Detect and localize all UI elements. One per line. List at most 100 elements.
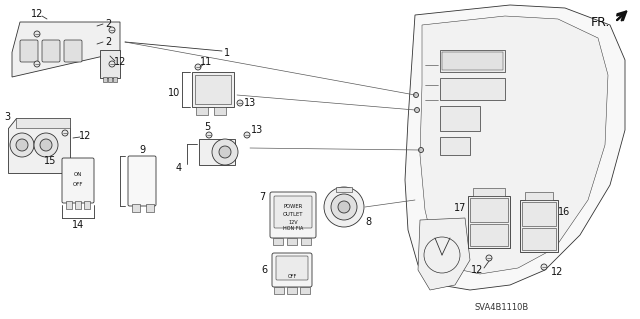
Text: 4: 4: [176, 163, 182, 173]
Circle shape: [541, 264, 547, 270]
Bar: [100, 50, 120, 78]
FancyBboxPatch shape: [20, 40, 38, 62]
Bar: [287, 287, 297, 294]
Polygon shape: [199, 139, 235, 165]
FancyArrowPatch shape: [617, 11, 627, 20]
Circle shape: [16, 139, 28, 151]
Circle shape: [34, 31, 40, 37]
Circle shape: [415, 108, 419, 113]
Text: 13: 13: [251, 125, 263, 135]
Text: 5: 5: [204, 122, 210, 132]
Bar: [196, 107, 208, 115]
Polygon shape: [405, 5, 625, 290]
Bar: [470, 224, 508, 246]
Bar: [192, 72, 234, 107]
Polygon shape: [418, 218, 470, 290]
Circle shape: [34, 61, 40, 67]
Text: 16: 16: [558, 207, 570, 217]
Text: 13: 13: [244, 98, 256, 108]
Bar: [470, 198, 508, 222]
Bar: [440, 78, 505, 100]
Circle shape: [109, 61, 115, 67]
Polygon shape: [12, 22, 120, 77]
Text: 12: 12: [551, 267, 563, 277]
FancyBboxPatch shape: [272, 253, 312, 287]
Text: HON FIA: HON FIA: [283, 226, 303, 232]
Polygon shape: [8, 118, 70, 173]
Text: 2: 2: [105, 37, 111, 47]
Bar: [440, 50, 505, 72]
Bar: [132, 204, 140, 212]
FancyBboxPatch shape: [42, 40, 60, 62]
Text: SVA4B1110B: SVA4B1110B: [475, 303, 529, 313]
Circle shape: [34, 133, 58, 157]
Polygon shape: [420, 16, 608, 274]
Text: FR.: FR.: [590, 16, 610, 28]
Bar: [300, 287, 310, 294]
Text: 15: 15: [44, 156, 56, 166]
Bar: [442, 52, 503, 70]
Text: 2: 2: [105, 19, 111, 29]
Circle shape: [486, 255, 492, 261]
Text: 12: 12: [471, 265, 483, 275]
Circle shape: [419, 147, 424, 152]
Text: 12: 12: [79, 131, 91, 141]
Text: 12V: 12V: [288, 219, 298, 225]
Text: 6: 6: [261, 265, 267, 275]
Circle shape: [324, 187, 364, 227]
Text: 7: 7: [259, 192, 265, 202]
Bar: [108, 77, 112, 82]
Bar: [473, 188, 505, 196]
Bar: [520, 200, 558, 252]
Text: 12: 12: [31, 9, 43, 19]
Circle shape: [219, 146, 231, 158]
Text: ON: ON: [74, 173, 82, 177]
Circle shape: [212, 139, 238, 165]
Text: OFF: OFF: [73, 182, 83, 188]
Text: 12: 12: [114, 57, 126, 67]
Bar: [274, 287, 284, 294]
Circle shape: [244, 132, 250, 138]
FancyBboxPatch shape: [274, 196, 312, 228]
Text: OUTLET: OUTLET: [283, 211, 303, 217]
FancyBboxPatch shape: [64, 40, 82, 62]
Bar: [146, 204, 154, 212]
Text: 3: 3: [4, 112, 10, 122]
Circle shape: [413, 93, 419, 98]
Bar: [103, 77, 107, 82]
Bar: [522, 228, 556, 250]
FancyBboxPatch shape: [62, 158, 94, 203]
Bar: [287, 238, 297, 245]
Text: 10: 10: [168, 88, 180, 98]
Bar: [75, 201, 81, 209]
Circle shape: [62, 130, 68, 136]
Bar: [525, 192, 553, 200]
Bar: [522, 202, 556, 226]
Bar: [84, 201, 90, 209]
Circle shape: [331, 194, 357, 220]
Bar: [16, 118, 70, 128]
Text: 17: 17: [454, 203, 466, 213]
Text: 8: 8: [365, 217, 371, 227]
Bar: [66, 201, 72, 209]
Bar: [301, 238, 311, 245]
Circle shape: [109, 27, 115, 33]
Bar: [336, 187, 352, 192]
Text: 11: 11: [200, 57, 212, 67]
Text: OFF: OFF: [287, 273, 296, 278]
FancyBboxPatch shape: [276, 256, 308, 280]
Text: POWER: POWER: [284, 204, 303, 209]
Text: 9: 9: [139, 145, 145, 155]
Circle shape: [10, 133, 34, 157]
Bar: [440, 106, 480, 131]
Bar: [468, 196, 510, 248]
Text: 1: 1: [224, 48, 230, 58]
Circle shape: [338, 201, 350, 213]
Bar: [440, 137, 470, 155]
Bar: [113, 77, 117, 82]
Circle shape: [40, 139, 52, 151]
Bar: [195, 75, 231, 104]
Circle shape: [195, 64, 201, 70]
Circle shape: [206, 132, 212, 138]
Bar: [273, 238, 283, 245]
